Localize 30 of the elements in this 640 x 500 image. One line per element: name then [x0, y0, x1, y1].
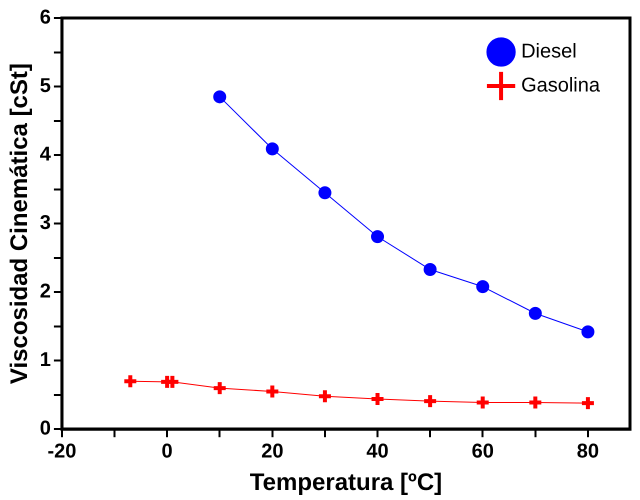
- point: [318, 186, 332, 200]
- x-tick-label: 60: [472, 440, 494, 463]
- point: [266, 142, 279, 156]
- x-tick-label: 0: [162, 440, 173, 463]
- y-tick-label: 6: [40, 6, 51, 29]
- y-tick-label: 2: [40, 280, 51, 303]
- y-tick-label: 3: [40, 212, 51, 234]
- point: [422, 393, 438, 410]
- point: [316, 388, 333, 404]
- point: [371, 230, 384, 244]
- point: [213, 90, 226, 104]
- y-tick-label: 5: [40, 75, 51, 98]
- x-tick-label: -20: [47, 440, 76, 463]
- x-tick-label: 20: [261, 440, 284, 463]
- point: [476, 280, 490, 294]
- legend-label: Gasolina: [521, 74, 601, 97]
- y-axis-title: Viscosidad Cinemática [cSt]: [6, 63, 34, 384]
- point: [424, 263, 437, 276]
- point: [580, 395, 596, 412]
- y-tick-label: 1: [40, 349, 51, 372]
- point: [122, 373, 138, 390]
- y-tick-label: 4: [40, 144, 52, 166]
- point: [581, 325, 594, 338]
- x-axis-title: Temperatura [ºC]: [250, 469, 442, 496]
- legend-label: Diesel: [521, 40, 577, 63]
- x-tick-label: 80: [576, 440, 600, 463]
- point: [528, 306, 542, 320]
- x-tick-label: 40: [366, 440, 389, 463]
- y-tick-label: 0: [40, 418, 51, 440]
- point: [212, 380, 228, 396]
